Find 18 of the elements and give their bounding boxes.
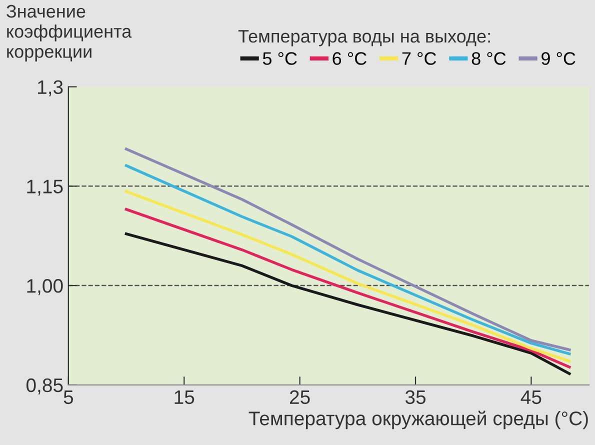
y-axis-title: Значение коэффициента коррекции <box>6 4 132 62</box>
x-tick-label: 5 <box>64 390 74 404</box>
legend-label: 6 °C <box>332 52 366 65</box>
line-series <box>124 232 571 376</box>
y-tick-label: 1,15 <box>27 180 63 196</box>
legend-label: 9 °C <box>542 52 576 65</box>
legend-label: 7 °C <box>402 52 436 65</box>
x-tick-label: 25 <box>290 390 310 404</box>
legend-title: Температура воды на выходе: <box>238 30 490 46</box>
y-tick-label: 0,85 <box>26 378 63 394</box>
x-tick-label: 35 <box>405 390 426 404</box>
y-tick-label: 1,3 <box>38 80 63 96</box>
legend-label: 5 °C <box>262 52 297 65</box>
y-tick-label: 1,00 <box>27 279 63 296</box>
x-tick-label: 15 <box>174 390 194 404</box>
legend-label: 8 °C <box>472 52 506 65</box>
x-axis-title: Температура окружающей среды (°C) <box>248 410 588 430</box>
x-tick-label: 45 <box>520 390 542 404</box>
